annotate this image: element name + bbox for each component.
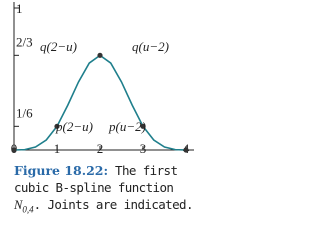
curve: [13, 54, 187, 151]
joint: [54, 123, 60, 129]
caption-symbol: N: [14, 198, 23, 212]
x-tick-label: 2: [97, 141, 104, 156]
annotation: p(2−u): [55, 119, 93, 134]
caption-subscript: 0,4: [22, 204, 34, 215]
joint: [97, 52, 103, 58]
y-tick-label: 1: [16, 1, 23, 16]
y-tick-label: 2/3: [16, 34, 33, 49]
caption-label: Figure 18.22:: [14, 163, 109, 178]
joint: [183, 147, 189, 153]
caption-text-after: . Joints are indicated.: [33, 197, 194, 212]
joint: [140, 123, 146, 129]
x-tick-label: 1: [54, 141, 61, 156]
page: 1/62/3101234q(2−u)q(u−2)p(2−u)p(u−2) Fig…: [10, 0, 196, 219]
caption: Figure 18.22: The first cubic B-spline f…: [14, 162, 196, 219]
annotation: p(u−2): [108, 119, 146, 134]
y-tick-label: 1/6: [16, 105, 33, 120]
caption-text: The first cubic B-spline function: [14, 163, 178, 195]
x-tick-label: 3: [140, 141, 147, 156]
annotation: q(2−u): [40, 39, 77, 54]
chart: 1/62/3101234q(2−u)q(u−2)p(2−u)p(u−2): [11, 1, 194, 156]
joint: [11, 147, 17, 153]
annotation: q(u−2): [132, 39, 169, 54]
